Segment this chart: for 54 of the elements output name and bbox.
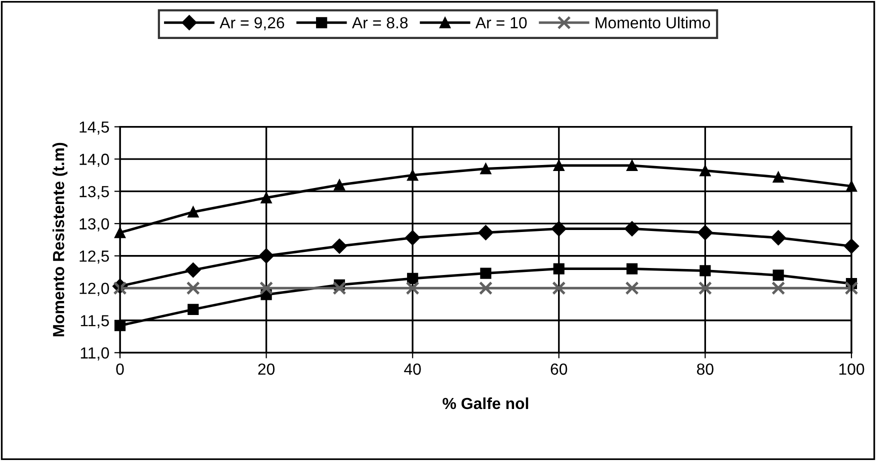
y-tick-label: 11,0 xyxy=(80,347,109,360)
point xyxy=(478,225,494,240)
point xyxy=(407,272,418,284)
point xyxy=(698,225,713,240)
legend-label: Momento Ultimo xyxy=(596,16,710,28)
point xyxy=(258,248,274,264)
point xyxy=(626,263,638,274)
x-tick-label: 60 xyxy=(550,364,568,375)
point xyxy=(260,281,274,295)
point xyxy=(332,281,346,295)
point xyxy=(406,281,420,295)
point xyxy=(553,263,564,274)
legend-label: Ar = 8.8 xyxy=(352,17,408,28)
point xyxy=(188,206,199,218)
point xyxy=(698,281,712,295)
x-tick-label: 0 xyxy=(116,364,124,375)
y-axis-title: Momento Resistente (t.m) xyxy=(52,142,68,336)
y-tick-label: 14,5 xyxy=(80,122,109,135)
point xyxy=(407,170,418,181)
x-axis-title: % Galfe nol xyxy=(442,397,528,410)
point xyxy=(700,165,711,176)
x-tick-label: 80 xyxy=(696,364,714,375)
y-tick-label: 12,5 xyxy=(80,250,109,264)
y-tick-label: 14,0 xyxy=(80,154,109,167)
point xyxy=(553,160,564,172)
point xyxy=(186,262,201,278)
y-tick-label: 12,0 xyxy=(80,282,109,296)
point xyxy=(772,281,786,295)
point xyxy=(405,230,420,246)
point xyxy=(626,160,638,172)
point xyxy=(188,304,199,315)
x-tick-label: 20 xyxy=(258,364,275,375)
point xyxy=(334,179,346,190)
point xyxy=(700,265,711,276)
point xyxy=(478,281,493,295)
point xyxy=(332,238,348,254)
point xyxy=(551,221,566,236)
x-tick-label: 100 xyxy=(839,364,864,375)
point xyxy=(772,270,784,281)
point xyxy=(624,221,640,236)
y-tick-label: 13,5 xyxy=(80,186,109,200)
point xyxy=(186,281,200,295)
point xyxy=(480,163,492,174)
point xyxy=(260,192,272,204)
point xyxy=(480,268,492,279)
point xyxy=(770,230,786,246)
point xyxy=(772,172,784,183)
y-tick-label: 11,5 xyxy=(80,315,109,328)
legend-label: Ar = 10 xyxy=(475,17,527,28)
y-tick-label: 13,0 xyxy=(80,218,109,232)
legend-label: Ar = 9,26 xyxy=(220,17,284,30)
point xyxy=(625,281,639,295)
x-tick-label: 40 xyxy=(404,364,421,375)
point xyxy=(552,281,566,295)
